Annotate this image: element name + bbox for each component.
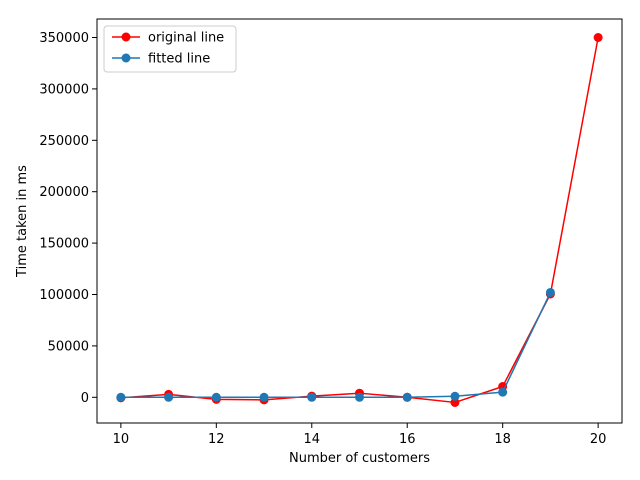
y-tick-label: 50000 (48, 339, 89, 354)
legend-label: original line (148, 31, 224, 46)
data-point-1-3 (259, 392, 269, 402)
data-point-1-2 (211, 392, 221, 402)
data-point-1-7 (450, 391, 460, 401)
y-tick-label: 150000 (39, 237, 89, 252)
legend-marker (121, 32, 131, 42)
x-tick-label: 16 (399, 432, 416, 447)
data-point-0-7 (450, 397, 460, 407)
y-tick-label: 350000 (39, 31, 89, 46)
data-point-1-9 (545, 287, 555, 297)
x-axis-ticks: 10 12 14 16 18 20 (113, 423, 607, 447)
y-axis-ticks: 0 50000 100000 150000 200000 250000 300000 3500… (39, 31, 97, 406)
y-tick-label: 300000 (39, 82, 89, 97)
y-tick-label: 100000 (39, 288, 89, 303)
axes-border (96, 18, 623, 424)
x-tick-label: 14 (303, 432, 320, 447)
data-point-1-5 (355, 392, 364, 402)
series-line-1 (120, 292, 552, 399)
data-point-0-10 (593, 33, 603, 43)
series-layer (116, 33, 603, 407)
x-axis-title: Number of customers (289, 451, 430, 466)
data-point-1-4 (307, 392, 317, 402)
legend-item-0: original line (112, 31, 224, 46)
x-tick-label: 18 (494, 432, 511, 447)
data-point-1-8 (498, 387, 508, 397)
x-tick-label: 12 (208, 432, 225, 447)
legend-marker (121, 53, 131, 63)
y-tick-label: 200000 (39, 185, 89, 200)
plot-area (97, 19, 622, 423)
axes-frame (96, 18, 623, 424)
y-axis-title: Time taken in ms (15, 165, 30, 278)
x-tick-label: 20 (590, 432, 607, 447)
legend-label: fitted line (148, 52, 210, 67)
legend-item-1: fitted line (112, 52, 210, 67)
x-tick-label: 10 (113, 432, 130, 447)
legend: original line fitted line (103, 25, 237, 73)
data-point-1-0 (116, 392, 126, 402)
data-point-1-1 (164, 392, 174, 402)
data-point-1-6 (402, 392, 412, 402)
y-tick-label: 250000 (39, 134, 89, 149)
series-1 (116, 287, 555, 402)
y-tick-label: 0 (81, 391, 89, 406)
plot-background (97, 19, 622, 423)
